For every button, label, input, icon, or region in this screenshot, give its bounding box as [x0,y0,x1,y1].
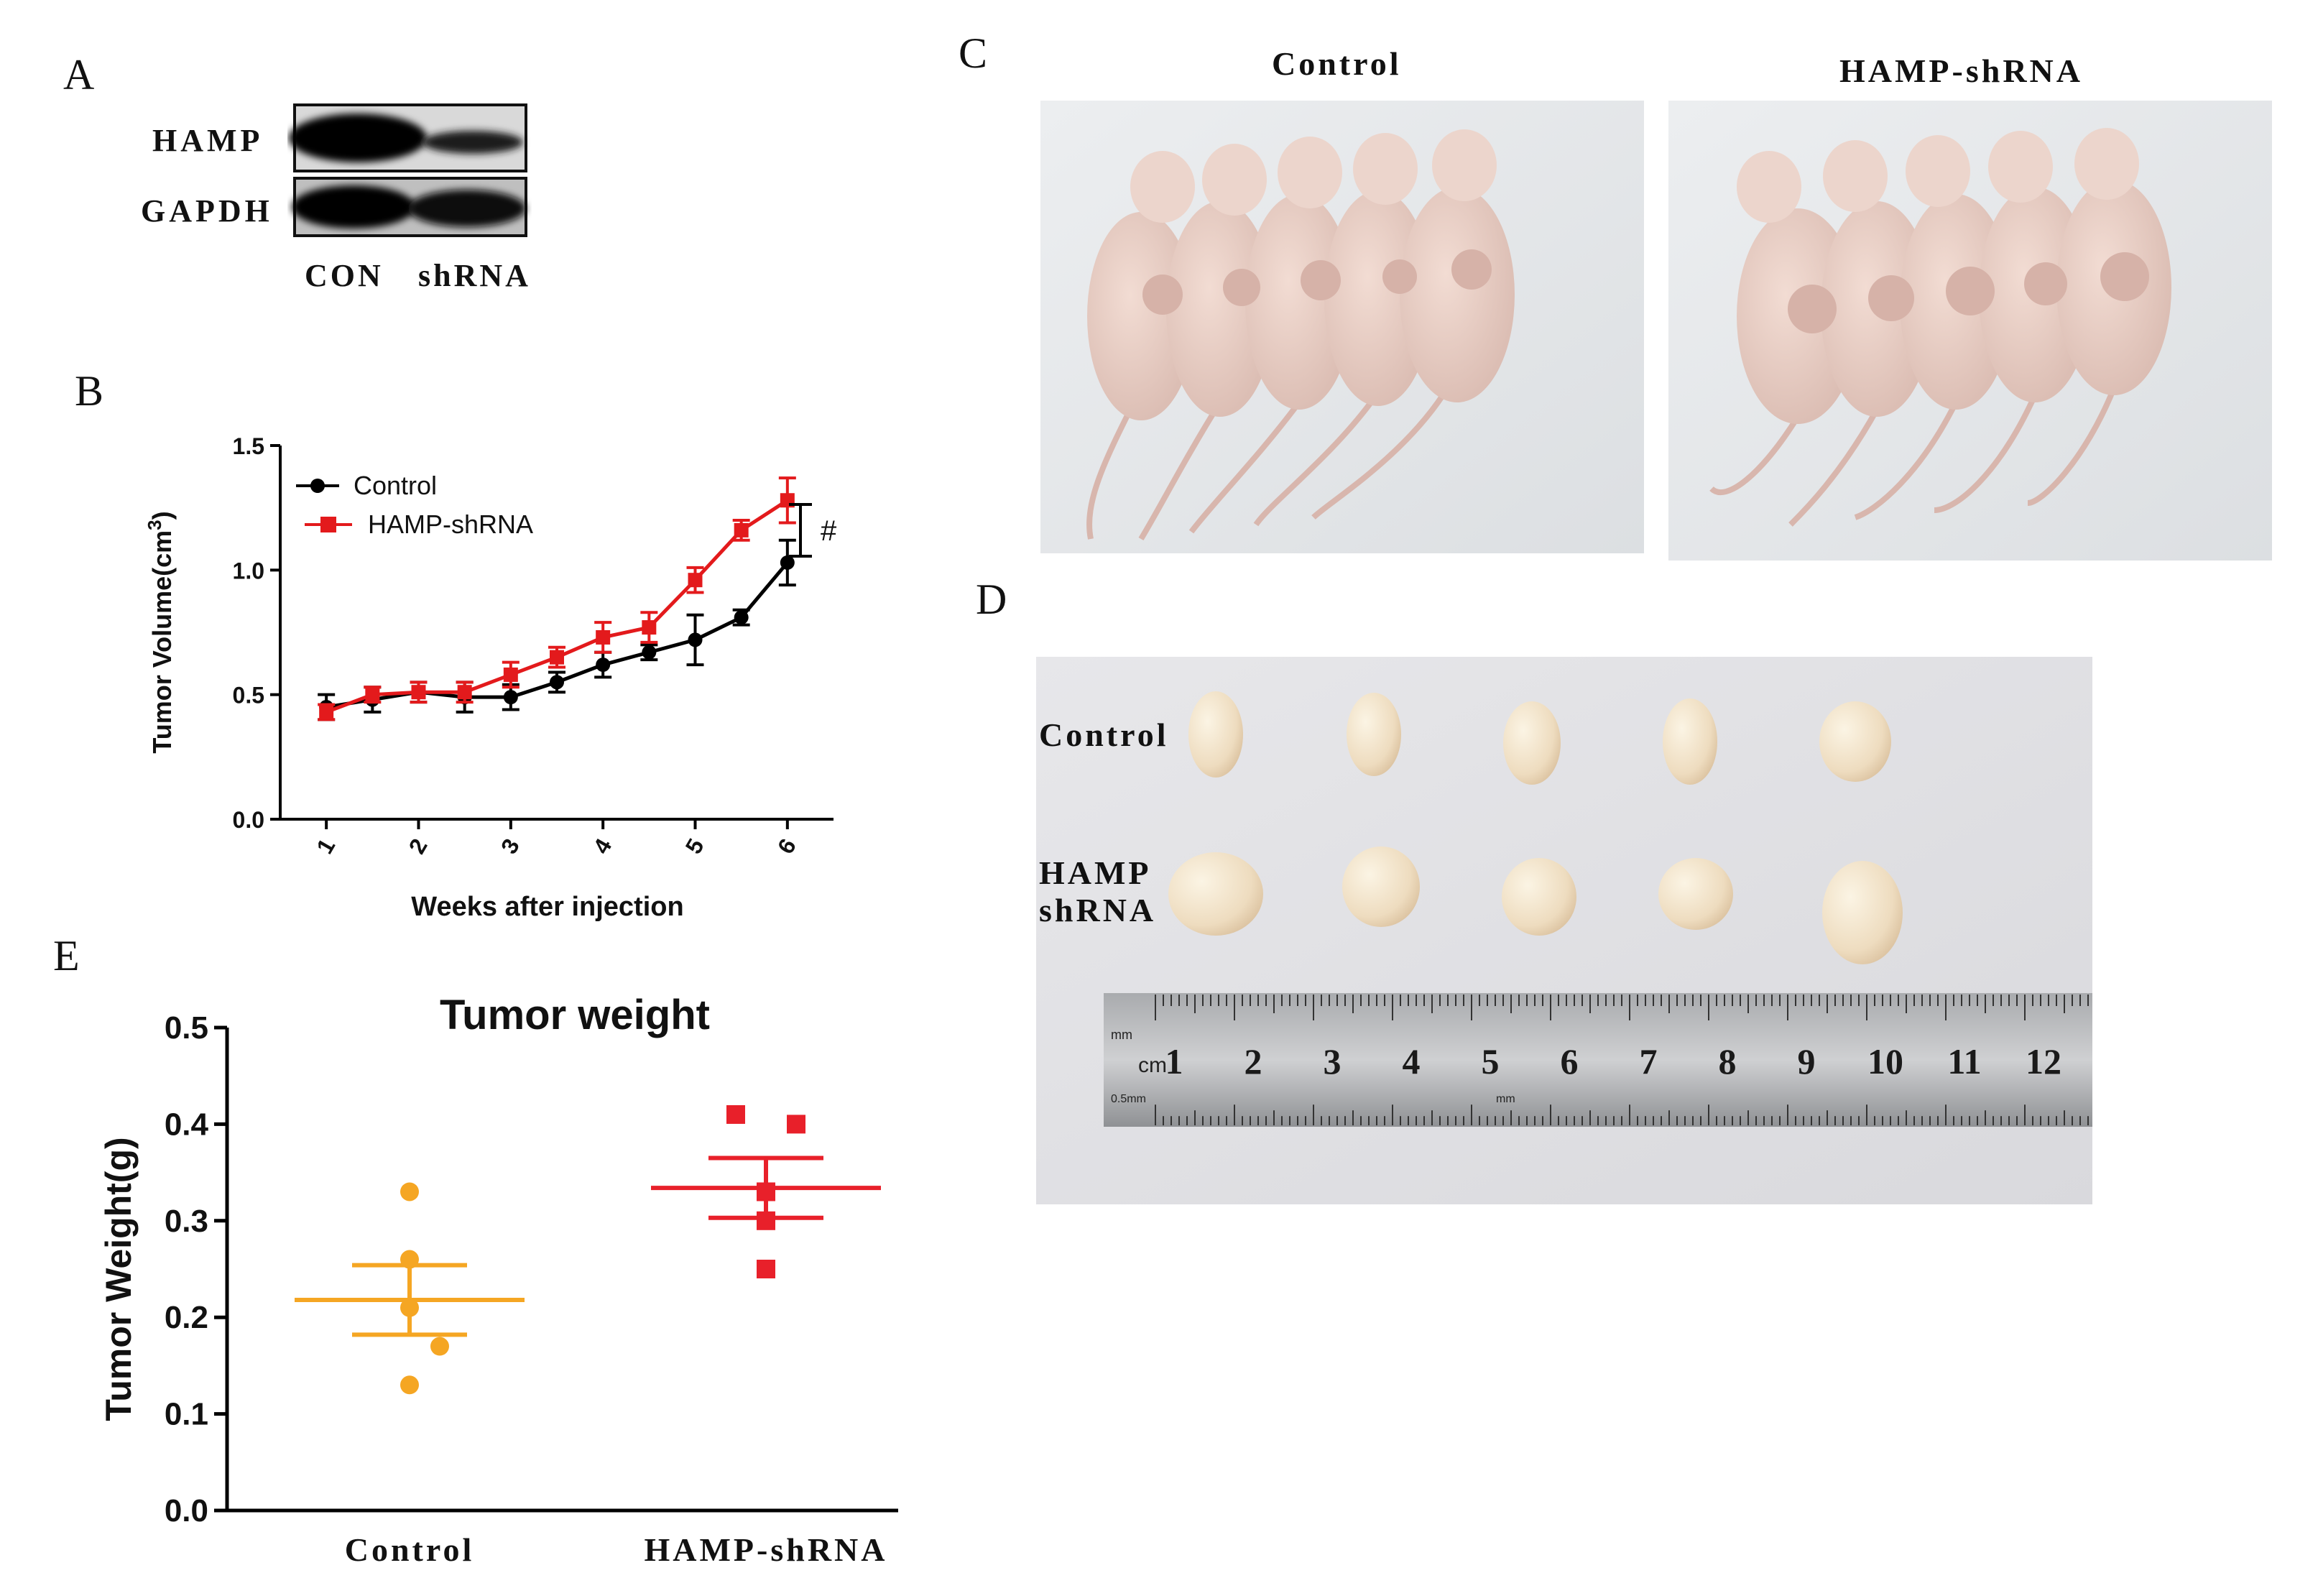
tumor-photo: mm cm 0.5mm mm 1 2 3 4 5 6 7 8 9 10 11 12 [1036,657,2092,1204]
chart-e-y-tick-label: 0.0 [165,1493,208,1528]
chart-b-x-tick-label: 5 [680,834,709,858]
ruler-number: 12 [2026,1041,2061,1081]
chart-b-x-tick-label: 3 [496,834,525,858]
ruler-number: 11 [1947,1041,1981,1081]
panel-e-letter: E [53,932,80,979]
chart-b-x-tick-label: 1 [311,834,340,858]
chart-e-category-control: Control [345,1531,475,1568]
mice-group-control [1086,129,1515,541]
significance-mark: # [821,515,837,547]
blot-lane-con: CON [305,258,384,293]
tumor-label-control: Control [1039,716,1169,753]
chart-e-y-tick-label: 0.3 [165,1204,208,1239]
chart-b-y-tick-label: 1.0 [233,558,264,583]
chart-b-legend: Control HAMP-shRNA [296,471,533,539]
data-point-shrna [503,667,518,682]
tumors-shrna-row [1168,847,1903,964]
panel-b-letter: B [75,367,104,415]
data-point-shrna [319,704,334,719]
data-point-control [734,610,749,625]
significance-bracket: # [789,503,837,558]
data-point-shrna [688,573,703,588]
data-point-shrna [411,685,426,700]
panel-d-letter: D [976,576,1007,623]
mice-group-shrna [1709,128,2171,527]
data-point-shrna [550,650,564,665]
ruler-number: 8 [1719,1041,1737,1081]
tumors-control-row [1188,691,1891,785]
ruler-number: 4 [1403,1041,1421,1081]
band-hamp-con [289,114,427,162]
data-point-control [596,658,611,673]
chart-e-y-tick-label: 0.2 [165,1300,208,1335]
chart-e-y-label: Tumor Weight(g) [98,1137,139,1421]
data-point-control [688,632,703,647]
legend-control-marker [310,479,325,493]
data-point-control [780,555,795,570]
panel-c-letter: C [959,29,988,77]
chart-e-y-tick-label: 0.1 [165,1397,208,1432]
band-hamp-shrna [422,131,523,154]
photo-title-shrna: HAMP-shRNA [1839,52,2083,89]
tumor-label-shrna: shRNA [1039,892,1157,928]
data-point-shrna [365,687,380,702]
weight-point-shrna [757,1260,775,1278]
chart-e-category-shrna: HAMP-shRNA [645,1531,888,1568]
photo-title-control: Control [1272,45,1402,82]
chart-e-title: Tumor weight [440,992,710,1038]
chart-b-y-tick-label: 0.5 [233,683,264,709]
ruler-number: 3 [1324,1041,1342,1081]
ruler-unit-top: mm [1111,1028,1132,1042]
band-gapdh-shrna [408,190,526,227]
ruler-number: 7 [1640,1041,1658,1081]
tumor-weight-chart: Tumor weight 0.0 0.1 0.2 0.3 0.4 0.5 Tumor We… [98,992,898,1568]
blot-lane-shrna: shRNA [418,258,531,293]
data-point-control [642,645,657,660]
data-point-control [503,690,518,705]
blot-label-gapdh: GAPDH [141,193,273,229]
data-point-shrna [596,629,611,645]
data-point-shrna [734,522,749,538]
weight-point-control [430,1337,449,1356]
ruler-number: 6 [1561,1041,1579,1081]
chart-b-x-label: Weeks after injection [411,892,683,922]
legend-control-label: Control [354,471,437,500]
data-point-shrna [642,620,657,635]
chart-b-y-tick-label: 0.0 [233,807,264,833]
chart-b-y-label: Tumor Volume(cm3) [144,511,177,753]
tumor-volume-chart: 0.0 0.5 1.0 1.5 1 2 3 4 5 6 Tumor Volume(cm3) We… [144,433,837,922]
tumor-label-hamp: HAMP [1039,854,1152,891]
chart-b-x-tick-label: 2 [404,834,433,858]
ruler-unit-cm: cm [1138,1053,1167,1077]
mice-photo-control [1040,101,1644,553]
legend-shrna-label: HAMP-shRNA [368,509,533,539]
chart-b-x-tick-label: 6 [772,834,801,858]
ruler-number: 5 [1482,1041,1500,1081]
weight-point-shrna [787,1115,805,1134]
weight-point-control [400,1375,419,1395]
chart-b-x-tick-label: 4 [588,834,617,859]
ruler: mm cm 0.5mm mm 1 2 3 4 5 6 7 8 9 10 11 12 [1104,993,2092,1127]
data-point-control [550,675,564,690]
chart-e-y-tick-label: 0.4 [165,1107,209,1142]
western-blot [289,103,527,237]
ruler-number: 9 [1798,1041,1816,1081]
ruler-unit-half: 0.5mm [1111,1093,1146,1105]
weight-point-control [400,1182,419,1201]
band-gapdh-con [292,185,415,229]
chart-e-y-tick-label: 0.5 [165,1010,208,1046]
data-point-shrna [457,685,472,700]
panel-a-letter: A [63,51,95,98]
weight-point-shrna [726,1104,745,1124]
blot-label-hamp: HAMP [152,123,264,158]
ruler-number: 2 [1245,1041,1262,1081]
ruler-number: 1 [1165,1041,1183,1081]
chart-b-y-tick-label: 1.5 [233,433,264,459]
legend-shrna-marker [320,517,336,532]
mice-photo-shrna [1668,101,2272,561]
ruler-unit-mm: mm [1496,1093,1515,1105]
ruler-number: 10 [1867,1041,1903,1081]
